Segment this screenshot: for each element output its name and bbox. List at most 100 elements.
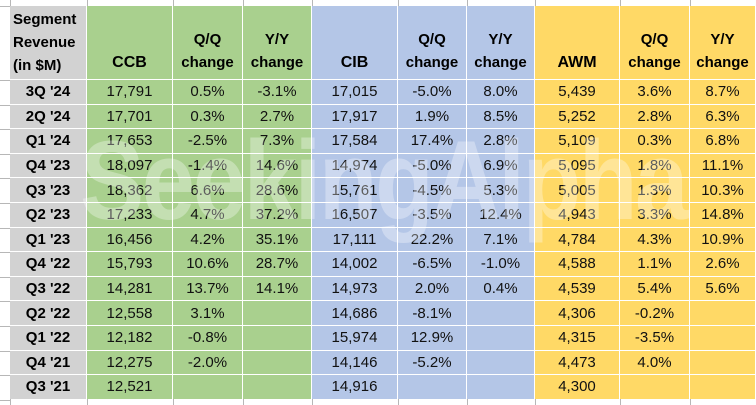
value-cell: 15,761 [312,178,398,203]
value-cell: 2.7% [243,104,312,130]
value-cell: 3.1% [173,301,243,326]
gridline-tick [0,350,10,352]
quarter-label: Q1 '22 [10,325,87,351]
quarter-label: 3Q '24 [10,80,87,105]
value-cell: 1.3% [620,178,690,203]
quarter-label: Q1 '23 [10,227,87,253]
gridline-tick [398,0,399,6]
value-cell [243,350,312,376]
quarter-label: Q4 '22 [10,252,87,277]
value-cell: 6.9% [467,153,535,179]
quarter-label: Q2 '22 [10,301,87,326]
value-cell: 6.3% [690,104,756,130]
gridline-tick [87,399,88,405]
value-cell: -1.0% [467,252,535,277]
quarter-label: Q3 '21 [10,375,87,400]
gridline-tick [0,203,10,204]
gridline-tick [0,276,10,278]
value-cell: 14,002 [312,252,398,277]
value-cell: -5.2% [398,350,467,376]
value-cell: 17,584 [312,129,398,154]
value-cell: 5.4% [620,276,690,302]
value-cell: 6.8% [690,129,756,154]
value-cell: 17.4% [398,129,467,154]
gridline-tick [243,0,244,6]
value-cell: 4,315 [535,325,620,351]
value-cell: -2.5% [173,129,243,154]
quarter-label: Q2 '23 [10,202,87,228]
value-cell: 14,974 [312,153,398,179]
value-cell: 35.1% [243,227,312,253]
value-cell: -3.5% [398,202,467,228]
gridline-tick [467,399,468,405]
value-cell: 15,793 [87,252,173,277]
value-cell: 18,097 [87,153,173,179]
gridline-tick [312,0,313,6]
value-cell [243,301,312,326]
value-cell: 37.2% [243,202,312,228]
value-cell: 14,146 [312,350,398,376]
quarter-label: Q4 '21 [10,350,87,376]
quarter-label: 2Q '24 [10,104,87,130]
header-ccb-yy-change: Y/Y change [243,6,312,80]
gridline-tick [173,0,174,6]
gridline-tick [690,399,691,405]
value-cell: 8.5% [467,104,535,130]
value-cell [690,375,756,400]
quarter-label: Q4 '23 [10,153,87,179]
gridline-tick [0,153,10,155]
value-cell: 4,539 [535,276,620,302]
value-cell: 17,701 [87,104,173,130]
value-cell: 0.4% [467,276,535,302]
value-cell: 14.1% [243,276,312,302]
value-cell: 14,686 [312,301,398,326]
gridline-tick [620,399,621,405]
value-cell: 16,456 [87,227,173,253]
value-cell: 28.6% [243,178,312,203]
header-cib-yy-change: Y/Y change [467,6,535,80]
corner-header-line-1: Segment [13,11,77,28]
value-cell: 5,439 [535,80,620,105]
value-cell [398,375,467,400]
value-cell: 12.4% [467,202,535,228]
value-cell: 16,507 [312,202,398,228]
gridline-tick [0,104,10,106]
header-text: Q/Q change [405,31,459,71]
value-cell: 4,473 [535,350,620,376]
header-cib: CIB [312,6,398,80]
corner-header-line-2: Revenue [13,34,76,51]
value-cell: 12,275 [87,350,173,376]
value-cell: 12,182 [87,325,173,351]
gridline-tick [0,178,10,180]
value-cell: -1.4% [173,153,243,179]
header-text: Y/Y change [474,31,527,71]
value-cell: 14,916 [312,375,398,400]
value-cell [467,325,535,351]
value-cell: 5,109 [535,129,620,154]
value-cell: 4,943 [535,202,620,228]
value-cell: 2.8% [467,129,535,154]
value-cell: 14,281 [87,276,173,302]
value-cell: 4.2% [173,227,243,253]
gridline-tick [0,80,10,81]
header-awm-yy-change: Y/Y change [690,6,756,80]
value-cell: 12,521 [87,375,173,400]
value-cell [173,375,243,400]
quarter-label: Q1 '24 [10,129,87,154]
value-cell: 14.6% [243,153,312,179]
value-cell [620,375,690,400]
value-cell: 2.0% [398,276,467,302]
value-cell [243,325,312,351]
value-cell: -6.5% [398,252,467,277]
gridline-tick [312,399,313,405]
value-cell: 17,111 [312,227,398,253]
quarter-label: Q3 '23 [10,178,87,203]
value-cell: 5,252 [535,104,620,130]
value-cell: -5.0% [398,80,467,105]
header-awm: AWM [535,6,620,80]
value-cell: 12.9% [398,325,467,351]
header-text: Q/Q change [181,31,234,71]
quarter-label: Q3 '22 [10,276,87,302]
value-cell: 14.8% [690,202,756,228]
